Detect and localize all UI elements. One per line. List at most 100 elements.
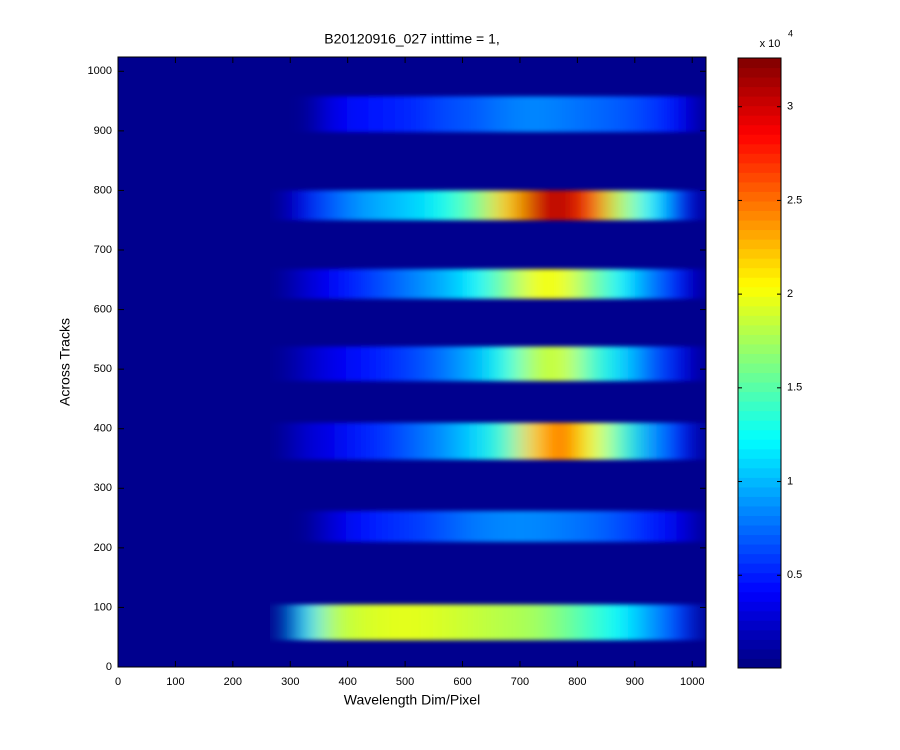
colorbar-swatch bbox=[738, 629, 781, 640]
heat-cell bbox=[663, 510, 693, 542]
heat-cell bbox=[548, 96, 578, 133]
heat-cell bbox=[491, 422, 521, 460]
heat-cell bbox=[462, 422, 492, 460]
heat-cell bbox=[376, 269, 406, 299]
colorbar-swatch bbox=[738, 153, 781, 164]
colorbar-swatch bbox=[738, 525, 781, 536]
colorbar-tick-label: 1 bbox=[787, 475, 793, 487]
heat-cell bbox=[577, 510, 607, 542]
colorbar-swatch bbox=[738, 105, 781, 116]
colorbar-tick-label: 3 bbox=[787, 101, 793, 113]
y-tick-label: 600 bbox=[94, 303, 112, 315]
heat-cell bbox=[376, 190, 406, 221]
colorbar-swatch bbox=[738, 315, 781, 326]
heat-cell bbox=[491, 346, 521, 382]
colorbar-swatch bbox=[738, 429, 781, 440]
y-axis-label: Across Tracks bbox=[57, 318, 73, 406]
heat-cell bbox=[462, 96, 492, 133]
colorbar-swatch bbox=[738, 296, 781, 307]
heat-cell bbox=[577, 190, 607, 221]
heat-cell bbox=[405, 604, 435, 641]
heat-cell bbox=[577, 604, 607, 641]
heat-cell bbox=[548, 604, 578, 641]
axes: 0 100 200 300 400 500 600 700 800 900 1000 0 100 200 3… bbox=[88, 56, 802, 688]
colorbar-swatch bbox=[738, 534, 781, 545]
x-tick-label: 400 bbox=[339, 676, 357, 688]
colorbar-swatch bbox=[738, 439, 781, 450]
x-axis-label: Wavelength Dim/Pixel bbox=[344, 692, 480, 708]
colorbar-multiplier: x 10 bbox=[760, 38, 781, 50]
heat-cell bbox=[548, 269, 578, 299]
heat-cell bbox=[462, 510, 492, 542]
heat-cell bbox=[606, 510, 636, 542]
heat-cell bbox=[606, 269, 636, 299]
heat-cell bbox=[347, 190, 377, 221]
colorbar-swatch bbox=[738, 124, 781, 135]
heat-cell bbox=[347, 346, 377, 382]
heat-cell bbox=[290, 346, 320, 382]
heat-cell bbox=[606, 604, 636, 641]
x-tick-label: 200 bbox=[224, 676, 242, 688]
chart-title: B20120916_027 inttime = 1, bbox=[324, 31, 500, 47]
colorbar-swatch bbox=[738, 553, 781, 564]
colorbar-swatch bbox=[738, 229, 781, 240]
y-tick-label: 200 bbox=[94, 542, 112, 554]
heat-cell bbox=[405, 346, 435, 382]
colorbar-tick-label: 2.5 bbox=[787, 194, 802, 206]
heat-cell bbox=[548, 190, 578, 221]
heat-cell bbox=[347, 510, 377, 542]
colorbar-swatch bbox=[738, 601, 781, 612]
colorbar-swatch bbox=[738, 191, 781, 202]
heat-cell bbox=[548, 346, 578, 382]
colorbar-swatch bbox=[738, 324, 781, 335]
colorbar-swatch bbox=[738, 382, 781, 393]
heat-cell bbox=[519, 269, 550, 299]
colorbar-swatch bbox=[738, 305, 781, 316]
heat-cell bbox=[519, 604, 550, 641]
heat-cell bbox=[376, 346, 406, 382]
colorbar-swatch bbox=[738, 639, 781, 650]
x-tick-label: 500 bbox=[396, 676, 414, 688]
heat-cell bbox=[634, 422, 665, 460]
heat-cell bbox=[462, 269, 492, 299]
heat-cell bbox=[491, 604, 521, 641]
colorbar-swatch bbox=[738, 620, 781, 631]
heat-cell bbox=[347, 269, 377, 299]
colorbar-swatch bbox=[738, 363, 781, 374]
colorbar-swatch bbox=[738, 96, 781, 107]
colorbar-swatch bbox=[738, 505, 781, 516]
heat-cell bbox=[347, 96, 377, 133]
colorbar-swatch bbox=[738, 410, 781, 421]
colorbar-swatch bbox=[738, 162, 781, 173]
colorbar-swatch bbox=[738, 372, 781, 383]
heat-cell bbox=[491, 510, 521, 542]
heat-cell bbox=[519, 422, 550, 460]
colorbar-swatch bbox=[738, 258, 781, 269]
heat-cell bbox=[663, 96, 693, 133]
colorbar-swatch bbox=[738, 58, 781, 69]
x-tick-label: 600 bbox=[453, 676, 471, 688]
y-tick-label: 1000 bbox=[88, 65, 112, 77]
colorbar-swatch bbox=[738, 86, 781, 97]
heat-cell bbox=[519, 510, 550, 542]
heat-cell bbox=[290, 190, 320, 221]
x-tick-label: 800 bbox=[568, 676, 586, 688]
colorbar-tick-label: 2 bbox=[787, 288, 793, 300]
heat-cell bbox=[634, 269, 665, 299]
heat-cell bbox=[318, 422, 349, 460]
heat-cell bbox=[606, 96, 636, 133]
heat-cell bbox=[433, 604, 464, 641]
x-tick-label: 0 bbox=[115, 676, 121, 688]
heat-cell bbox=[433, 190, 464, 221]
colorbar-swatch bbox=[738, 572, 781, 583]
heat-cell bbox=[376, 96, 406, 133]
heat-cell bbox=[290, 604, 320, 641]
heat-cell bbox=[405, 422, 435, 460]
y-tick-label: 400 bbox=[94, 423, 112, 435]
plot-frame bbox=[117, 56, 707, 668]
heat-cell bbox=[318, 269, 349, 299]
colorbar-swatch bbox=[738, 115, 781, 126]
colorbar-swatch bbox=[738, 267, 781, 278]
heat-cell bbox=[405, 510, 435, 542]
y-tick-label: 900 bbox=[94, 125, 112, 137]
